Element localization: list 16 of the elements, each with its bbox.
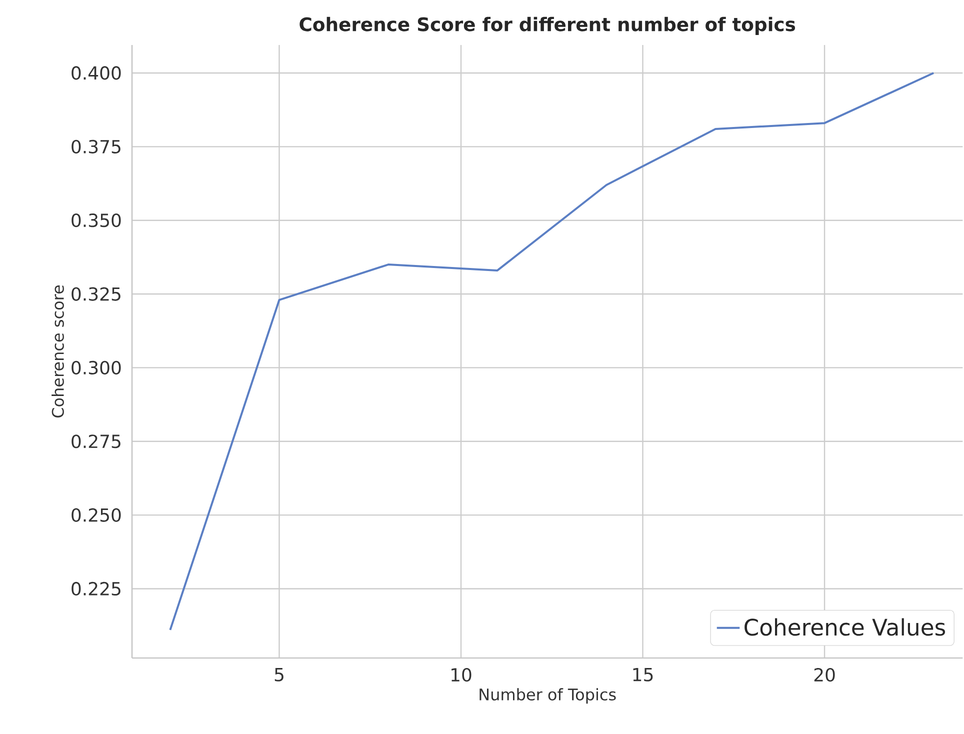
y-tick-label: 0.375 bbox=[72, 140, 120, 154]
x-tick-label: 10 bbox=[452, 668, 472, 682]
y-tick-label: 0.350 bbox=[72, 214, 121, 228]
legend-label: Coherence Values bbox=[744, 618, 946, 636]
y-tick-label: 0.400 bbox=[72, 66, 121, 80]
y-tick-label: 0.250 bbox=[72, 508, 121, 522]
x-tick-label: 15 bbox=[633, 668, 653, 682]
y-tick-label: 0.225 bbox=[72, 582, 120, 596]
x-tick-label: 20 bbox=[814, 668, 835, 682]
chart-title: Coherence Score for different number of topics bbox=[300, 16, 796, 35]
y-axis-title: Coherence score bbox=[52, 285, 64, 418]
x-axis-title: Number of Topics bbox=[480, 688, 616, 704]
y-tick-label: 0.275 bbox=[72, 434, 120, 448]
y-tick-label: 0.325 bbox=[72, 287, 120, 301]
x-tick-label: 5 bbox=[274, 668, 284, 682]
y-tick-label: 0.300 bbox=[72, 360, 121, 374]
